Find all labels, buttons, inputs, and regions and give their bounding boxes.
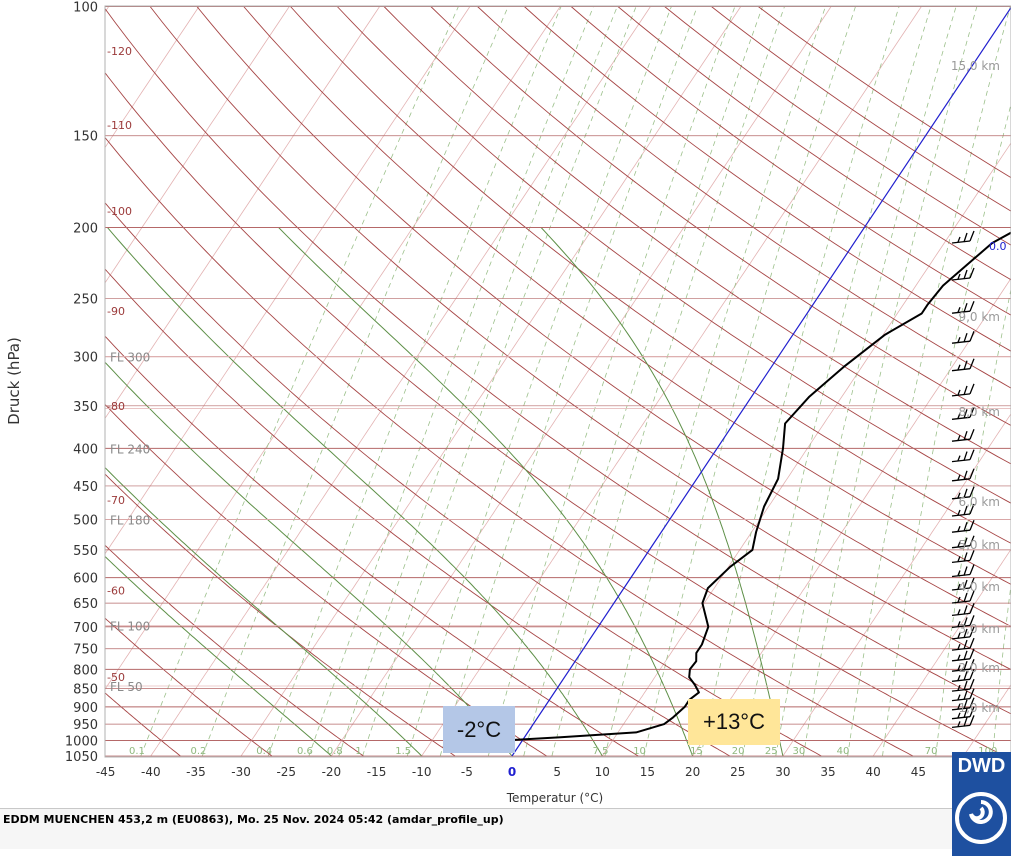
temperature-tick-label: 25 (730, 765, 745, 779)
mixing-ratio-label: 7.5 (593, 746, 609, 757)
temperature-tick-label: -35 (186, 765, 206, 779)
adiabat-label: -90 (107, 305, 125, 318)
temperature-tick-label: -15 (367, 765, 387, 779)
temperature-tick-label: -40 (141, 765, 161, 779)
footer-text: EDDM MUENCHEN 453,2 m (EU0863), Mo. 25 N… (3, 813, 504, 826)
pressure-tick-label: 250 (73, 293, 98, 308)
zero-isotherm-label: 0.0 (989, 240, 1007, 253)
adiabat-label: -60 (107, 585, 125, 598)
adiabat-label: -110 (107, 119, 132, 132)
pressure-tick-label: 750 (73, 643, 98, 658)
pressure-tick-label: 100 (73, 1, 98, 16)
temperature-tick-label: -30 (231, 765, 251, 779)
mixing-ratio-label: 1.5 (395, 746, 411, 757)
pressure-tick-label: 1050 (65, 750, 98, 765)
pressure-tick-label: 350 (73, 400, 98, 415)
temperature-tick-label: 10 (595, 765, 610, 779)
height-label: 4,0 km (958, 580, 1000, 594)
pressure-tick-label: 300 (73, 351, 98, 366)
mixing-ratio-label: 25 (765, 746, 778, 757)
temperature-tick-label: 0 (508, 765, 516, 779)
flight-level-label: FL 100 (110, 619, 150, 633)
pressure-tick-label: 550 (73, 544, 98, 559)
flight-level-label: FL 240 (110, 442, 150, 456)
adiabat-label: -120 (107, 45, 132, 58)
x-axis-label: Temperatur (°C) (506, 791, 603, 805)
pressure-tick-label: 800 (73, 663, 98, 678)
mixing-ratio-label: 0.4 (256, 746, 272, 757)
mixing-ratio-label: 0.2 (191, 746, 207, 757)
pressure-tick-label: 400 (73, 442, 98, 457)
temperature-tick-label: 45 (911, 765, 926, 779)
height-label: 8,0 km (958, 405, 1000, 419)
adiabat-label: -100 (107, 205, 132, 218)
temperature-tick-label: -5 (461, 765, 473, 779)
pressure-tick-label: 950 (73, 718, 98, 733)
mixing-ratio-label: 30 (792, 746, 805, 757)
temperature-tick-label: -20 (322, 765, 342, 779)
mixing-ratio-label: 70 (925, 746, 938, 757)
temperature-tick-label: -45 (96, 765, 116, 779)
mixing-ratio-label: 15 (690, 746, 703, 757)
mixing-ratio-label: 40 (837, 746, 850, 757)
inversion-temp-callout: +13°C (688, 699, 780, 745)
pressure-tick-label: 850 (73, 683, 98, 698)
mixing-ratio-label: 0.1 (129, 746, 145, 757)
status-footer: EDDM MUENCHEN 453,2 m (EU0863), Mo. 25 N… (0, 808, 952, 849)
height-label: 6,0 km (958, 495, 1000, 509)
flight-level-label: FL 300 (110, 351, 150, 365)
surface-temp-callout: -2°C (443, 706, 515, 753)
pressure-tick-label: 150 (73, 130, 98, 145)
temperature-tick-label: 5 (553, 765, 561, 779)
temperature-tick-label: 15 (640, 765, 655, 779)
height-label: 9,0 km (958, 310, 1000, 324)
temperature-tick-label: -10 (412, 765, 432, 779)
pressure-tick-label: 200 (73, 221, 98, 236)
height-label: 1,0 km (958, 701, 1000, 715)
dwd-logo: DWD (952, 752, 1011, 856)
pressure-tick-label: 700 (73, 621, 98, 636)
pressure-tick-label: 500 (73, 514, 98, 529)
flight-level-label: FL 180 (110, 514, 150, 528)
height-label: 2,0 km (958, 661, 1000, 675)
mixing-ratio-label: 0.6 (297, 746, 313, 757)
pressure-tick-label: 1000 (65, 734, 98, 749)
mixing-ratio-label: 1 (355, 746, 361, 757)
y-axis-label: Druck (hPa) (5, 337, 23, 425)
height-label: 15,0 km (951, 59, 1000, 73)
adiabat-label: -80 (107, 400, 125, 413)
mixing-ratio-label: 0.8 (327, 746, 343, 757)
adiabat-label: -50 (107, 671, 125, 684)
temperature-tick-label: 40 (866, 765, 881, 779)
temperature-tick-label: -25 (276, 765, 296, 779)
height-label: 3,0 km (958, 622, 1000, 636)
pressure-tick-label: 450 (73, 480, 98, 495)
mixing-ratio-label: 10 (633, 746, 646, 757)
pressure-tick-label: 900 (73, 701, 98, 716)
temperature-tick-label: 35 (820, 765, 835, 779)
pressure-tick-label: 650 (73, 597, 98, 612)
adiabat-label: -70 (107, 494, 125, 507)
temperature-tick-label: 20 (685, 765, 700, 779)
mixing-ratio-label: 20 (732, 746, 745, 757)
height-label: 5,0 km (958, 538, 1000, 552)
pressure-tick-label: 600 (73, 572, 98, 587)
temperature-tick-label: 30 (775, 765, 790, 779)
